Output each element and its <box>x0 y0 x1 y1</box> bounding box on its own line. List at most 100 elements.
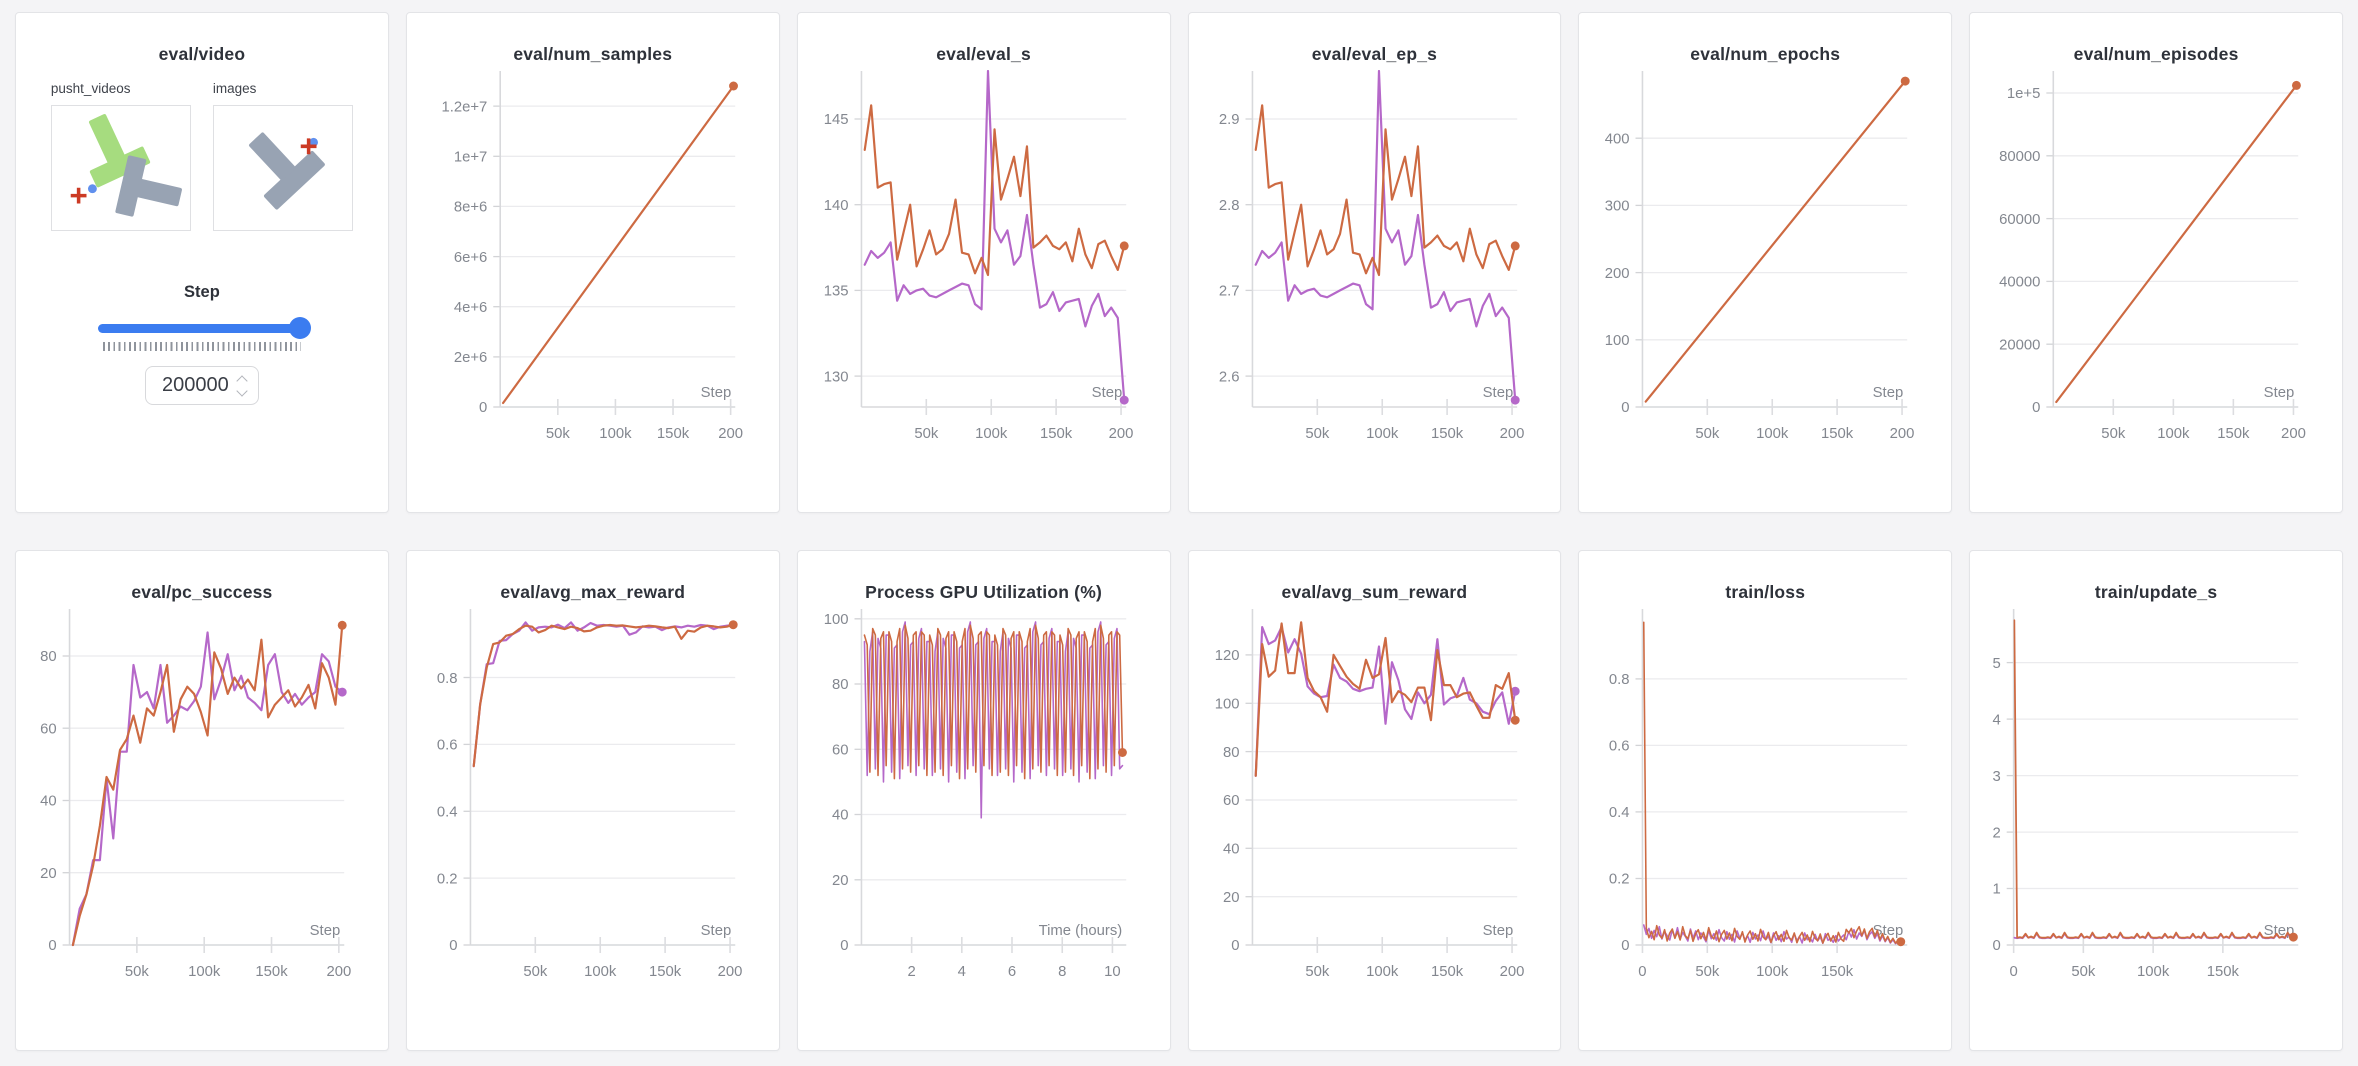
panel-eval-avg-sum-reward: eval/avg_sum_reward 0 20 40 60 80 100 120 50k 10… <box>1187 550 1562 1051</box>
svg-text:6: 6 <box>1008 963 1016 980</box>
svg-text:2.6: 2.6 <box>1218 368 1239 385</box>
svg-text:50k: 50k <box>1696 963 1720 980</box>
line-chart[interactable]: 0 20000 40000 60000 80000 1e+5 50k 100k 150k 200 S… <box>1970 67 2342 475</box>
svg-text:0: 0 <box>48 937 56 954</box>
svg-text:300: 300 <box>1605 198 1630 215</box>
slider-thumb[interactable] <box>288 317 311 339</box>
chart-title: Process GPU Utilization (%) <box>865 582 1102 602</box>
media-cell-pusht-videos: pusht_videos <box>50 81 191 231</box>
svg-text:200: 200 <box>1890 425 1915 442</box>
svg-text:0: 0 <box>1639 963 1647 980</box>
svg-text:8: 8 <box>1058 963 1066 980</box>
target-cross-icon <box>300 138 317 155</box>
svg-text:50k: 50k <box>523 963 547 980</box>
chart-title: eval/num_epochs <box>1690 44 1841 64</box>
chart-title: train/update_s <box>2094 582 2218 602</box>
stepper-buttons[interactable] <box>236 375 248 397</box>
svg-text:1e+5: 1e+5 <box>2007 85 2040 102</box>
svg-text:Step: Step <box>310 922 341 939</box>
svg-text:1e+7: 1e+7 <box>454 148 487 165</box>
svg-text:200: 200 <box>1108 425 1133 442</box>
svg-text:100k: 100k <box>975 425 1008 442</box>
svg-text:0.4: 0.4 <box>1609 804 1630 821</box>
svg-text:3: 3 <box>1993 768 2001 785</box>
svg-text:80000: 80000 <box>1999 148 2040 165</box>
pusht-video-thumbnail[interactable] <box>50 105 191 231</box>
svg-text:150k: 150k <box>255 963 288 980</box>
step-label: Step <box>184 283 220 301</box>
svg-text:Step: Step <box>1482 384 1513 401</box>
step-value[interactable]: 200000 <box>162 374 229 396</box>
line-chart[interactable]: 0 20 40 60 80 100 120 50k 100k 150k 200 Step <box>1189 605 1561 1013</box>
svg-text:50k: 50k <box>1305 963 1329 980</box>
panel-eval-num-samples: eval/num_samples 0 2e+6 4e+6 6e+6 8e+6 1e+7 1.… <box>405 12 780 513</box>
svg-text:400: 400 <box>1605 130 1630 147</box>
svg-text:40: 40 <box>1223 840 1240 857</box>
chart-title: train/loss <box>1725 582 1806 602</box>
target-cross-icon <box>70 187 87 204</box>
svg-text:0.8: 0.8 <box>1609 671 1630 688</box>
svg-text:60: 60 <box>832 741 849 758</box>
panel-process-gpu-utilization: Process GPU Utilization (%) 0 20 40 60 80 100… <box>796 550 1171 1051</box>
chart-title: eval/num_samples <box>513 44 673 64</box>
panel-title: eval/video <box>158 44 246 64</box>
svg-text:200: 200 <box>1605 265 1630 282</box>
svg-text:100: 100 <box>823 611 848 628</box>
svg-text:80: 80 <box>1223 744 1240 761</box>
svg-text:Step: Step <box>700 384 731 401</box>
svg-text:80: 80 <box>40 648 57 665</box>
line-chart[interactable]: 0 0.2 0.4 0.6 0.8 50k 100k 150k 200 Step <box>407 605 779 1013</box>
svg-text:6e+6: 6e+6 <box>454 249 487 266</box>
svg-text:100k: 100k <box>2137 963 2170 980</box>
svg-text:145: 145 <box>823 111 848 128</box>
slider-track[interactable] <box>97 324 306 333</box>
line-chart[interactable]: 0 20 40 60 80 100 2 4 6 8 10 Time (hours) <box>798 605 1170 1013</box>
svg-text:140: 140 <box>823 197 848 214</box>
line-chart[interactable]: 0 100 200 300 400 50k 100k 150k 200 Step <box>1579 67 1951 475</box>
svg-text:2: 2 <box>907 963 915 980</box>
svg-text:40000: 40000 <box>1999 274 2040 291</box>
line-chart[interactable]: 2.6 2.7 2.8 2.9 50k 100k 150k 200 Step <box>1189 67 1561 475</box>
svg-text:100k: 100k <box>584 963 617 980</box>
svg-text:0.2: 0.2 <box>437 870 458 887</box>
panel-eval-eval-ep-s: eval/eval_ep_s 2.6 2.7 2.8 2.9 50k 100k 150k 20… <box>1187 12 1562 513</box>
svg-text:135: 135 <box>823 283 848 300</box>
svg-text:150k: 150k <box>657 425 690 442</box>
svg-text:100k: 100k <box>2157 425 2190 442</box>
svg-text:1.2e+7: 1.2e+7 <box>441 98 487 115</box>
line-chart[interactable]: 130 135 140 145 50k 100k 150k 200 Step <box>798 67 1170 475</box>
chart-title: eval/avg_sum_reward <box>1281 582 1468 602</box>
line-chart[interactable]: 0 20 40 60 80 50k 100k 150k 200 Step <box>16 605 388 1013</box>
images-thumbnail[interactable] <box>212 105 353 231</box>
svg-text:100k: 100k <box>1756 425 1789 442</box>
svg-text:0: 0 <box>2032 399 2040 416</box>
chart-title: eval/num_episodes <box>2073 44 2239 64</box>
svg-text:Step: Step <box>2264 384 2295 401</box>
chevron-down-icon[interactable] <box>236 385 248 397</box>
svg-text:100k: 100k <box>599 425 632 442</box>
panel-eval-num-epochs: eval/num_epochs 0 100 200 300 400 50k 100k 150k… <box>1578 12 1953 513</box>
svg-text:4e+6: 4e+6 <box>454 299 487 316</box>
svg-text:50k: 50k <box>1696 425 1720 442</box>
svg-text:Step: Step <box>700 922 731 939</box>
step-slider[interactable] <box>97 317 311 339</box>
svg-text:100k: 100k <box>1756 963 1789 980</box>
svg-text:0: 0 <box>449 937 457 954</box>
svg-text:0: 0 <box>1622 399 1630 416</box>
svg-text:50k: 50k <box>125 963 149 980</box>
slider-tick-ruler <box>102 342 301 351</box>
svg-text:20: 20 <box>1223 889 1240 906</box>
goal-dot-icon <box>87 184 97 194</box>
step-number-input[interactable]: 200000 <box>145 366 259 405</box>
svg-text:2.9: 2.9 <box>1218 111 1239 128</box>
line-chart[interactable]: 0 2e+6 4e+6 6e+6 8e+6 1e+7 1.2e+7 50k 100k 150k 20… <box>407 67 779 475</box>
svg-text:0: 0 <box>1993 937 2001 954</box>
svg-text:150k: 150k <box>1821 963 1854 980</box>
line-chart[interactable]: 0 0.2 0.4 0.6 0.8 0 50k 100k 150k Step <box>1579 605 1951 1013</box>
chart-title: eval/avg_max_reward <box>500 582 686 602</box>
media-label: pusht_videos <box>50 81 131 96</box>
svg-text:200: 200 <box>1499 963 1524 980</box>
svg-text:200: 200 <box>326 963 351 980</box>
svg-text:60: 60 <box>40 720 57 737</box>
